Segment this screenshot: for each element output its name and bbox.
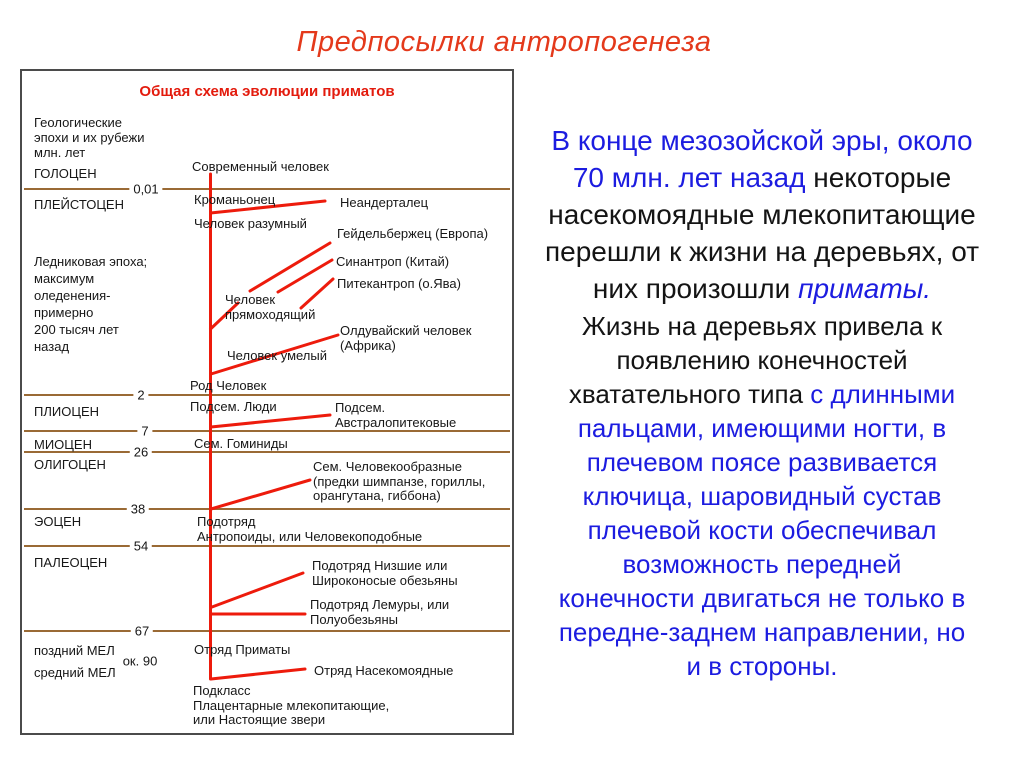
boundary-value-7: 7 <box>137 423 153 439</box>
branch-olduvai-man: Олдувайский человек (Африка) <box>340 323 472 353</box>
branch-lemurs: Подотряд Лемуры, или Полуобезьяны <box>310 597 450 627</box>
text-line: плечевой кости обеспечивал <box>587 515 937 545</box>
boundary-value-38: 38 <box>126 501 150 517</box>
lineage-homo-habilis: Человек умелый <box>227 348 327 363</box>
epoch-paleocene: ПАЛЕОЦЕН <box>34 555 108 570</box>
ice-age-note: Ледниковая эпоха; максимум оледенения- п… <box>34 254 148 354</box>
lineage-cro-magnon: Кроманьонец <box>194 192 276 207</box>
lineage-subfamily-humans: Подсем. Люди <box>190 399 277 414</box>
lineage-suborder-anthropoids: Подотряд Антропоиды, или Человекоподобны… <box>197 514 423 544</box>
branch-line-anthropoid-apes <box>209 478 312 511</box>
text-line: ключица, шаровидный сустав <box>582 481 942 511</box>
branch-anthropoid-apes: Сем. Человекообразные (предки шимпанзе, … <box>313 459 486 503</box>
branch-line-pithecanthropus <box>299 277 335 310</box>
branch-line-neanderthal <box>209 199 327 215</box>
page-title: Предпосылки антропогенеза <box>296 26 712 58</box>
lineage-modern-human: Современный человек <box>192 159 329 174</box>
text-line: перешли к жизни на деревьях, от <box>544 236 980 267</box>
branch-pithecanthropus: Питекантроп (о.Ява) <box>337 276 461 291</box>
epoch-pliocene: ПЛИОЦЕН <box>34 404 100 419</box>
text-line: пальцами, имеющими ногти, в <box>577 413 947 443</box>
boundary-value-26: 26 <box>129 444 153 460</box>
text-line: и в стороны. <box>686 651 838 681</box>
lineage-homo-erectus: Человек прямоходящий <box>225 292 316 322</box>
branch-line-olduvai-man <box>209 333 340 376</box>
branch-line-platyrrhine-monkeys <box>210 571 305 609</box>
lineage-order-primates: Отряд Приматы <box>194 642 291 657</box>
branch-platyrrhine-monkeys: Подотряд Низшие или Широконосые обезьяны <box>312 558 458 588</box>
text-panel: В конце мезозойской эры, около 70 млн. л… <box>512 122 1012 683</box>
boundary-value-67: 67 <box>130 623 154 639</box>
branch-australopithecines: Подсем. Австралопитековые <box>335 400 457 430</box>
lineage-homo-sapiens: Человек разумный <box>194 216 307 231</box>
boundary-value-ca-90: ок. 90 <box>122 653 158 669</box>
lineage-genus-homo: Род Человек <box>190 378 267 393</box>
diagram-title: Общая схема эволюции приматов <box>139 83 395 100</box>
boundary-value-2: 2 <box>133 387 149 403</box>
epoch-holocene: ГОЛОЦЕН <box>34 166 97 181</box>
text-line: В конце мезозойской эры, около <box>551 125 973 156</box>
axis-note: Геологические эпохи и их рубежи млн. лет <box>34 115 145 160</box>
boundary-value-54: 54 <box>129 538 153 554</box>
branch-heidelberg-man: Гейдельбержец (Европа) <box>337 226 489 241</box>
text-line: появлению конечностей <box>616 345 908 375</box>
epoch-pleistocene: ПЛЕЙСТОЦЕН <box>34 197 124 212</box>
text-line: плечевом поясе развивается <box>586 447 938 477</box>
epoch-miocene: МИОЦЕН <box>34 437 92 452</box>
lineage-subclass-placental: Подкласс Плацентарные млекопитающие, или… <box>193 683 390 727</box>
text-line: конечности двигаться не только в <box>558 583 966 613</box>
text-line: 70 млн. лет назад некоторые <box>572 162 952 193</box>
primate-evolution-diagram: Общая схема эволюции приматов Геологичес… <box>20 69 514 735</box>
branch-line-heidelberg-man <box>248 241 332 293</box>
text-line: хватательного типа с длинными <box>568 379 956 409</box>
branch-line-homo-erectus <box>209 301 240 331</box>
branch-neanderthal: Неандерталец <box>340 195 429 210</box>
paragraph-tree-life: Жизнь на деревьях привела к появлению ко… <box>512 309 1012 683</box>
epoch-late-cretaceous: поздний МЕЛ <box>34 643 115 658</box>
text-line: Жизнь на деревьях привела к <box>581 311 943 341</box>
epoch-oligocene: ОЛИГОЦЕН <box>34 457 106 472</box>
paragraph-mesozoic: В конце мезозойской эры, около 70 млн. л… <box>512 122 1012 307</box>
boundary-value-0-01: 0,01 <box>129 181 163 197</box>
branch-line-insectivores <box>209 667 307 681</box>
lineage-family-hominids: Сем. Гоминиды <box>194 436 288 451</box>
branch-line-sinanthropus <box>276 258 334 294</box>
text-line: них произошли приматы. <box>592 273 932 304</box>
branch-line-australopithecines <box>209 413 332 429</box>
text-line: насекомоядные млекопитающие <box>548 199 976 230</box>
diagram-lines-layer <box>24 172 510 681</box>
text-line: возможность передней <box>622 549 902 579</box>
branch-insectivores: Отряд Насекомоядные <box>314 663 454 678</box>
text-line: передне-заднем направлении, но <box>558 617 966 647</box>
branch-sinanthropus: Синантроп (Китай) <box>336 254 450 269</box>
epoch-middle-cretaceous: средний МЕЛ <box>34 665 116 680</box>
epoch-eocene: ЭОЦЕН <box>34 514 82 529</box>
